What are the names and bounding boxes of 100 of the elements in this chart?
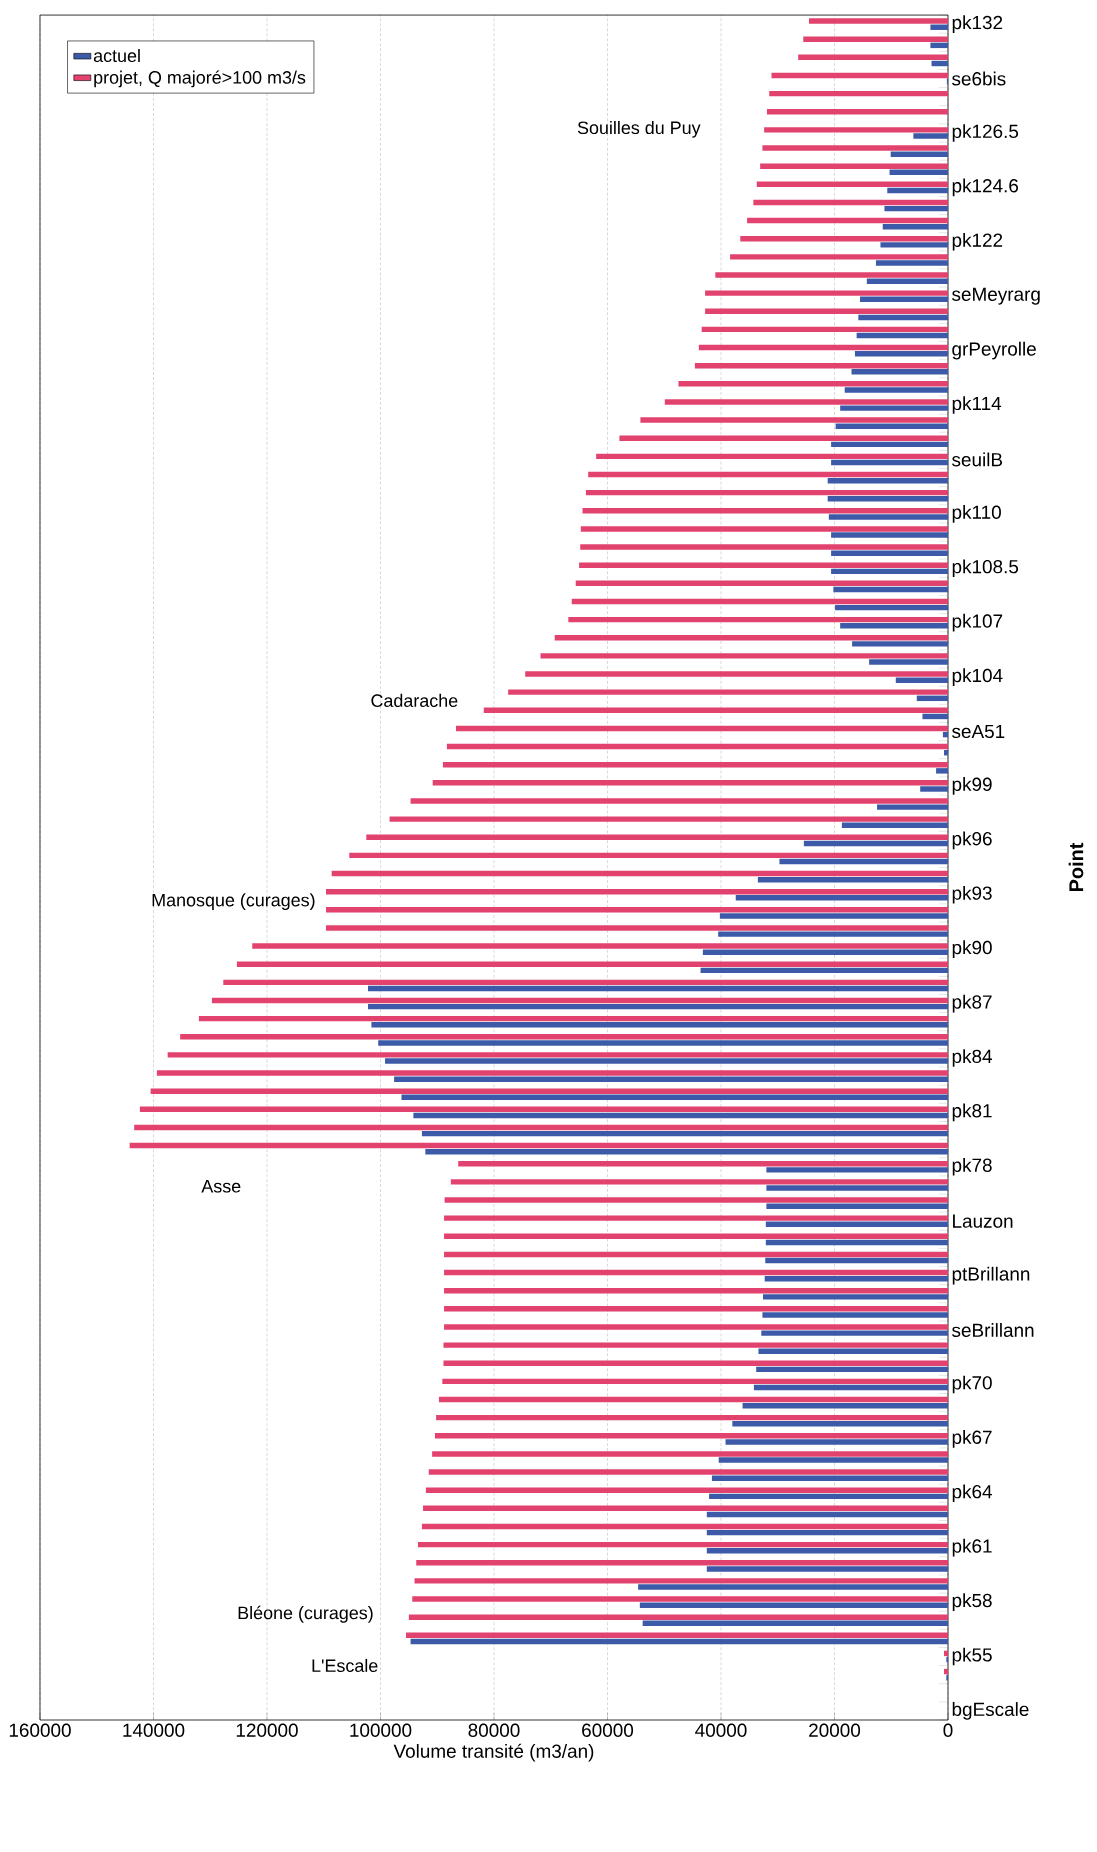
- y-tick-label: se6bis: [952, 71, 1006, 86]
- bar: [444, 1215, 948, 1221]
- x-tick-label: 80000: [468, 1723, 520, 1737]
- y-tick-label: pk124.6: [952, 178, 1019, 197]
- bar: [803, 840, 948, 847]
- bar: [706, 1529, 948, 1536]
- bar: [860, 296, 948, 303]
- bar: [326, 888, 948, 895]
- bar: [596, 453, 948, 460]
- y-tick-label: grPeyrolle: [952, 341, 1036, 360]
- bar: [930, 24, 948, 30]
- bar: [841, 822, 948, 828]
- bar: [444, 1269, 948, 1276]
- y-tick-label: pk90: [952, 940, 992, 958]
- bar: [432, 1451, 948, 1457]
- bar: [833, 586, 948, 593]
- bar: [167, 1052, 948, 1058]
- annotation: Cadarache: [371, 693, 458, 708]
- bar: [705, 308, 948, 314]
- y-tick-label: pk93: [952, 885, 992, 904]
- bar: [913, 133, 948, 139]
- bar: [638, 1584, 948, 1590]
- bar: [443, 1342, 948, 1348]
- bar: [378, 1040, 948, 1046]
- x-tick-label: 60000: [582, 1723, 634, 1737]
- bar: [619, 435, 948, 441]
- bar: [922, 713, 948, 720]
- bar: [642, 1620, 948, 1627]
- bar: [920, 786, 948, 792]
- bar: [366, 834, 948, 840]
- bar: [765, 1221, 948, 1228]
- bar: [766, 1203, 948, 1209]
- bar: [758, 1348, 948, 1354]
- y-tick-label: pk104: [952, 668, 1003, 686]
- bar: [771, 72, 948, 79]
- y-tick-label: pk107: [952, 613, 1003, 632]
- bar: [882, 224, 948, 230]
- bar: [436, 1414, 948, 1421]
- bar: [769, 90, 948, 97]
- y-tick-label: Lauzon: [953, 1214, 1013, 1228]
- y-tick-label: seBrillann: [952, 1323, 1034, 1337]
- bar: [715, 272, 948, 278]
- bar: [831, 550, 948, 556]
- bar: [916, 695, 948, 702]
- y-tick-label: pk126.5: [952, 124, 1019, 142]
- bar: [854, 350, 948, 357]
- x-tick-label: 40000: [695, 1723, 747, 1737]
- bar: [368, 985, 948, 992]
- bar: [844, 387, 948, 393]
- legend-label: actuel: [93, 48, 140, 63]
- bar: [706, 1511, 948, 1518]
- bar: [740, 235, 948, 242]
- bar: [483, 707, 948, 714]
- bar: [798, 54, 948, 61]
- bar: [700, 967, 948, 974]
- bar: [444, 1233, 948, 1239]
- legend-label: projet, Q majoré>100 m3/s: [94, 70, 306, 88]
- bar: [835, 423, 948, 429]
- bar: [664, 399, 948, 405]
- bar: [936, 768, 948, 774]
- bar: [725, 1439, 948, 1445]
- bar: [944, 1650, 948, 1657]
- bar: [747, 217, 948, 224]
- bar: [371, 1022, 948, 1028]
- y-tick-label: seuilB: [952, 452, 1003, 467]
- bar: [236, 961, 948, 967]
- bar: [706, 1566, 948, 1572]
- bar: [413, 1112, 948, 1119]
- bar: [944, 1668, 948, 1675]
- bar: [156, 1070, 948, 1076]
- bar: [568, 616, 948, 623]
- bar: [705, 290, 948, 296]
- bar: [455, 725, 948, 732]
- annotation: L'Escale: [312, 1658, 378, 1673]
- bar: [889, 169, 948, 176]
- bar: [831, 568, 948, 575]
- y-tick-label: pk84: [952, 1049, 992, 1067]
- bar: [198, 1015, 948, 1022]
- y-tick-label: pk87: [952, 994, 992, 1013]
- bar: [858, 314, 948, 321]
- bar: [895, 677, 948, 683]
- bar: [588, 471, 948, 478]
- bar: [718, 931, 948, 937]
- bar: [762, 145, 948, 151]
- bar: [827, 496, 948, 502]
- y-tick-label: pk78: [952, 1157, 992, 1176]
- bar: [438, 1396, 948, 1403]
- x-tick-label: 0: [943, 1723, 953, 1737]
- bar: [711, 1475, 948, 1481]
- bar: [753, 199, 948, 206]
- bar: [410, 1638, 948, 1645]
- bar: [735, 895, 948, 901]
- x-tick-label: 100000: [350, 1723, 412, 1737]
- y-tick-label: pk110: [952, 505, 1001, 523]
- bar: [877, 804, 948, 810]
- bar: [869, 659, 948, 665]
- bar: [856, 332, 948, 339]
- bar: [394, 1076, 948, 1082]
- bar: [890, 151, 948, 157]
- x-tick-label: 160000: [9, 1723, 71, 1737]
